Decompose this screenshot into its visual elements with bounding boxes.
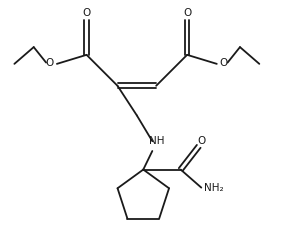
Text: O: O: [197, 136, 205, 146]
Text: O: O: [183, 8, 191, 18]
Text: NH₂: NH₂: [204, 183, 224, 193]
Text: O: O: [220, 58, 228, 67]
Text: O: O: [82, 8, 91, 18]
Text: NH: NH: [149, 136, 165, 146]
Text: O: O: [45, 58, 54, 67]
